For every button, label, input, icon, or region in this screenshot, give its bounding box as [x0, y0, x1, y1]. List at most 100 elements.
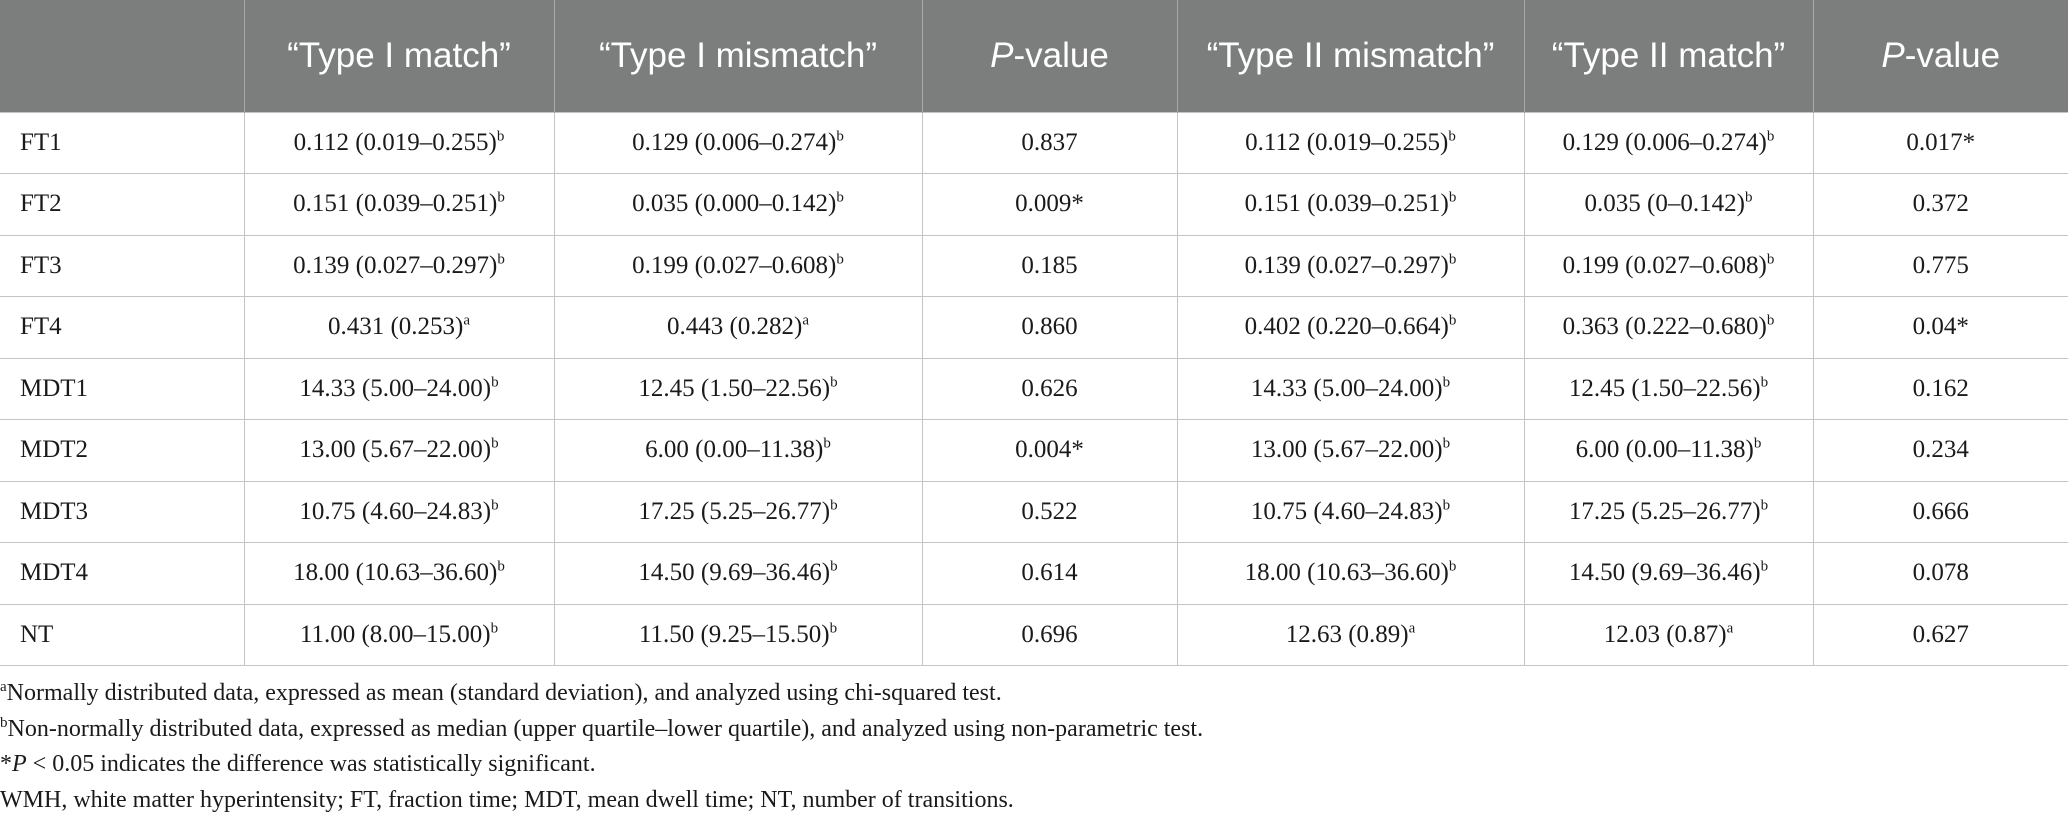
cell-type-2-match: 14.50 (9.69–36.46)b	[1523, 542, 1814, 605]
cell-superscript: b	[1442, 435, 1451, 452]
cell-type-1-mismatch: 17.25 (5.25–26.77)b	[553, 480, 923, 543]
p-letter: P	[1881, 35, 1905, 75]
cell-superscript: a	[1726, 620, 1734, 637]
cell-type-1-match: 0.431 (0.253)a	[243, 296, 555, 359]
cell-p-value-1: 0.185	[921, 234, 1178, 297]
cell-type-2-mismatch: 13.00 (5.67–22.00)b	[1176, 419, 1525, 482]
cell-value: 0.614	[1021, 559, 1078, 587]
table-row: FT1 0.112 (0.019–0.255)b 0.129 (0.006–0.27…	[0, 111, 2068, 174]
cell-value: 13.00 (5.67–22.00)	[1250, 436, 1443, 464]
footnote-mark-a: a	[0, 679, 7, 695]
cell-superscript: b	[1448, 189, 1457, 206]
header-cell-empty	[0, 0, 244, 112]
cell-p-value-2: 0.627	[1812, 603, 2068, 666]
cell-value: 0.199 (0.027–0.608)	[632, 251, 837, 279]
cell-p-value-1: 0.626	[921, 357, 1178, 420]
cell-value: 0.775	[1912, 251, 1969, 279]
header-p-value-1: P-value	[921, 0, 1177, 112]
cell-p-value-1: 0.522	[921, 480, 1178, 543]
cell-value: 10.75 (4.60–24.83)	[299, 497, 492, 525]
cell-value: 0.162	[1912, 374, 1969, 402]
cell-type-2-match: 0.035 (0–0.142)b	[1523, 173, 1814, 236]
cell-type-1-match: 0.139 (0.027–0.297)b	[243, 234, 555, 297]
cell-value: 10.75 (4.60–24.83)	[1250, 497, 1443, 525]
cell-p-value-2: 0.234	[1812, 419, 2068, 482]
cell-value: 0.04*	[1912, 313, 1969, 341]
cell-superscript: b	[490, 620, 499, 637]
header-type-1-mismatch: “Type I mismatch”	[553, 0, 922, 112]
cell-type-2-match: 6.00 (0.00–11.38)b	[1523, 419, 1814, 482]
cell-type-1-mismatch: 12.45 (1.50–22.56)b	[553, 357, 923, 420]
cell-type-1-mismatch: 11.50 (9.25–15.50)b	[553, 603, 923, 666]
cell-value: 0.666	[1912, 497, 1969, 525]
table-row: MDT2 13.00 (5.67–22.00)b 6.00 (0.00–11.38)…	[0, 419, 2068, 482]
cell-type-2-mismatch: 14.33 (5.00–24.00)b	[1176, 357, 1525, 420]
footnote-star: *	[0, 751, 12, 777]
cell-superscript: b	[497, 558, 505, 575]
cell-superscript: b	[491, 374, 499, 391]
cell-p-value-2: 0.775	[1812, 234, 2068, 297]
cell-type-1-match: 18.00 (10.63–36.60)b	[243, 542, 555, 605]
cell-p-value-1: 0.009*	[921, 173, 1178, 236]
cell-value: 0.363 (0.222–0.680)	[1562, 313, 1767, 341]
cell-p-value-1: 0.614	[921, 542, 1178, 605]
cell-value: 0.443 (0.282)	[666, 313, 803, 341]
table-row: FT3 0.139 (0.027–0.297)b 0.199 (0.027–0.60…	[0, 234, 2068, 297]
footnote-significance-text: < 0.05 indicates the difference was stat…	[26, 751, 596, 777]
cell-superscript: b	[1766, 312, 1775, 329]
cell-type-1-mismatch: 0.035 (0.000–0.142)b	[553, 173, 923, 236]
cell-value: 0.199 (0.027–0.608)	[1562, 251, 1767, 279]
cell-value: 12.45 (1.50–22.56)	[1568, 374, 1761, 402]
cell-superscript: b	[836, 128, 844, 145]
cell-superscript: b	[830, 558, 838, 575]
cell-p-value-2: 0.162	[1812, 357, 2068, 420]
cell-p-value-1: 0.860	[921, 296, 1178, 359]
table-row: NT 11.00 (8.00–15.00)b 11.50 (9.25–15.50)b…	[0, 603, 2068, 666]
cell-superscript: b	[1760, 558, 1769, 575]
cell-type-1-match: 13.00 (5.67–22.00)b	[243, 419, 555, 482]
cell-value: 18.00 (10.63–36.60)	[293, 559, 498, 587]
row-label: MDT3	[0, 480, 245, 543]
results-table: “Type I match” “Type I mismatch” P-value…	[0, 0, 2068, 666]
cell-superscript: b	[491, 435, 499, 452]
row-label: FT1	[0, 111, 245, 174]
row-label: NT	[0, 603, 245, 666]
cell-value: 14.33 (5.00–24.00)	[1250, 374, 1443, 402]
footnote-b: bNon-normally distributed data, expresse…	[0, 712, 2068, 748]
cell-superscript: b	[1760, 497, 1769, 514]
header-p-value-2: P-value	[1812, 0, 2068, 112]
cell-superscript: a	[802, 312, 810, 329]
cell-value: 12.03 (0.87)	[1603, 620, 1727, 648]
cell-superscript: b	[497, 189, 505, 206]
cell-type-1-match: 11.00 (8.00–15.00)b	[243, 603, 555, 666]
cell-superscript: b	[491, 497, 499, 514]
cell-value: 0.129 (0.006–0.274)	[632, 128, 837, 156]
cell-superscript: b	[1766, 251, 1775, 268]
cell-value: 0.035 (0–0.142)	[1584, 190, 1745, 218]
cell-type-2-mismatch: 10.75 (4.60–24.83)b	[1176, 480, 1525, 543]
footnote-significance: *P < 0.05 indicates the difference was s…	[0, 747, 2068, 783]
cell-value: 11.50 (9.25–15.50)	[638, 620, 830, 648]
cell-type-2-match: 0.199 (0.027–0.608)b	[1523, 234, 1814, 297]
p-letter: P	[990, 35, 1014, 75]
cell-type-2-mismatch: 18.00 (10.63–36.60)b	[1176, 542, 1525, 605]
cell-type-1-mismatch: 0.199 (0.027–0.608)b	[553, 234, 923, 297]
cell-superscript: b	[1442, 497, 1451, 514]
cell-value: 6.00 (0.00–11.38)	[1575, 436, 1754, 464]
cell-superscript: b	[1448, 128, 1456, 145]
table-row: FT4 0.431 (0.253)a 0.443 (0.282)a 0.860 0.40…	[0, 296, 2068, 359]
cell-superscript: b	[830, 497, 838, 514]
header-row: “Type I match” “Type I mismatch” P-value…	[0, 0, 2068, 112]
cell-type-2-match: 0.129 (0.006–0.274)b	[1523, 111, 1814, 174]
cell-value: 0.139 (0.027–0.297)	[1244, 251, 1449, 279]
cell-p-value-1: 0.004*	[921, 419, 1178, 482]
cell-value: 0.185	[1021, 251, 1078, 279]
cell-superscript: b	[830, 374, 838, 391]
cell-value: 0.017*	[1906, 128, 1976, 156]
cell-value: 0.129 (0.006–0.274)	[1562, 128, 1767, 156]
cell-superscript: b	[1442, 374, 1451, 391]
row-label: FT3	[0, 234, 245, 297]
cell-type-1-match: 10.75 (4.60–24.83)b	[243, 480, 555, 543]
cell-type-2-mismatch: 0.402 (0.220–0.664)b	[1176, 296, 1525, 359]
cell-value: 0.860	[1021, 313, 1078, 341]
